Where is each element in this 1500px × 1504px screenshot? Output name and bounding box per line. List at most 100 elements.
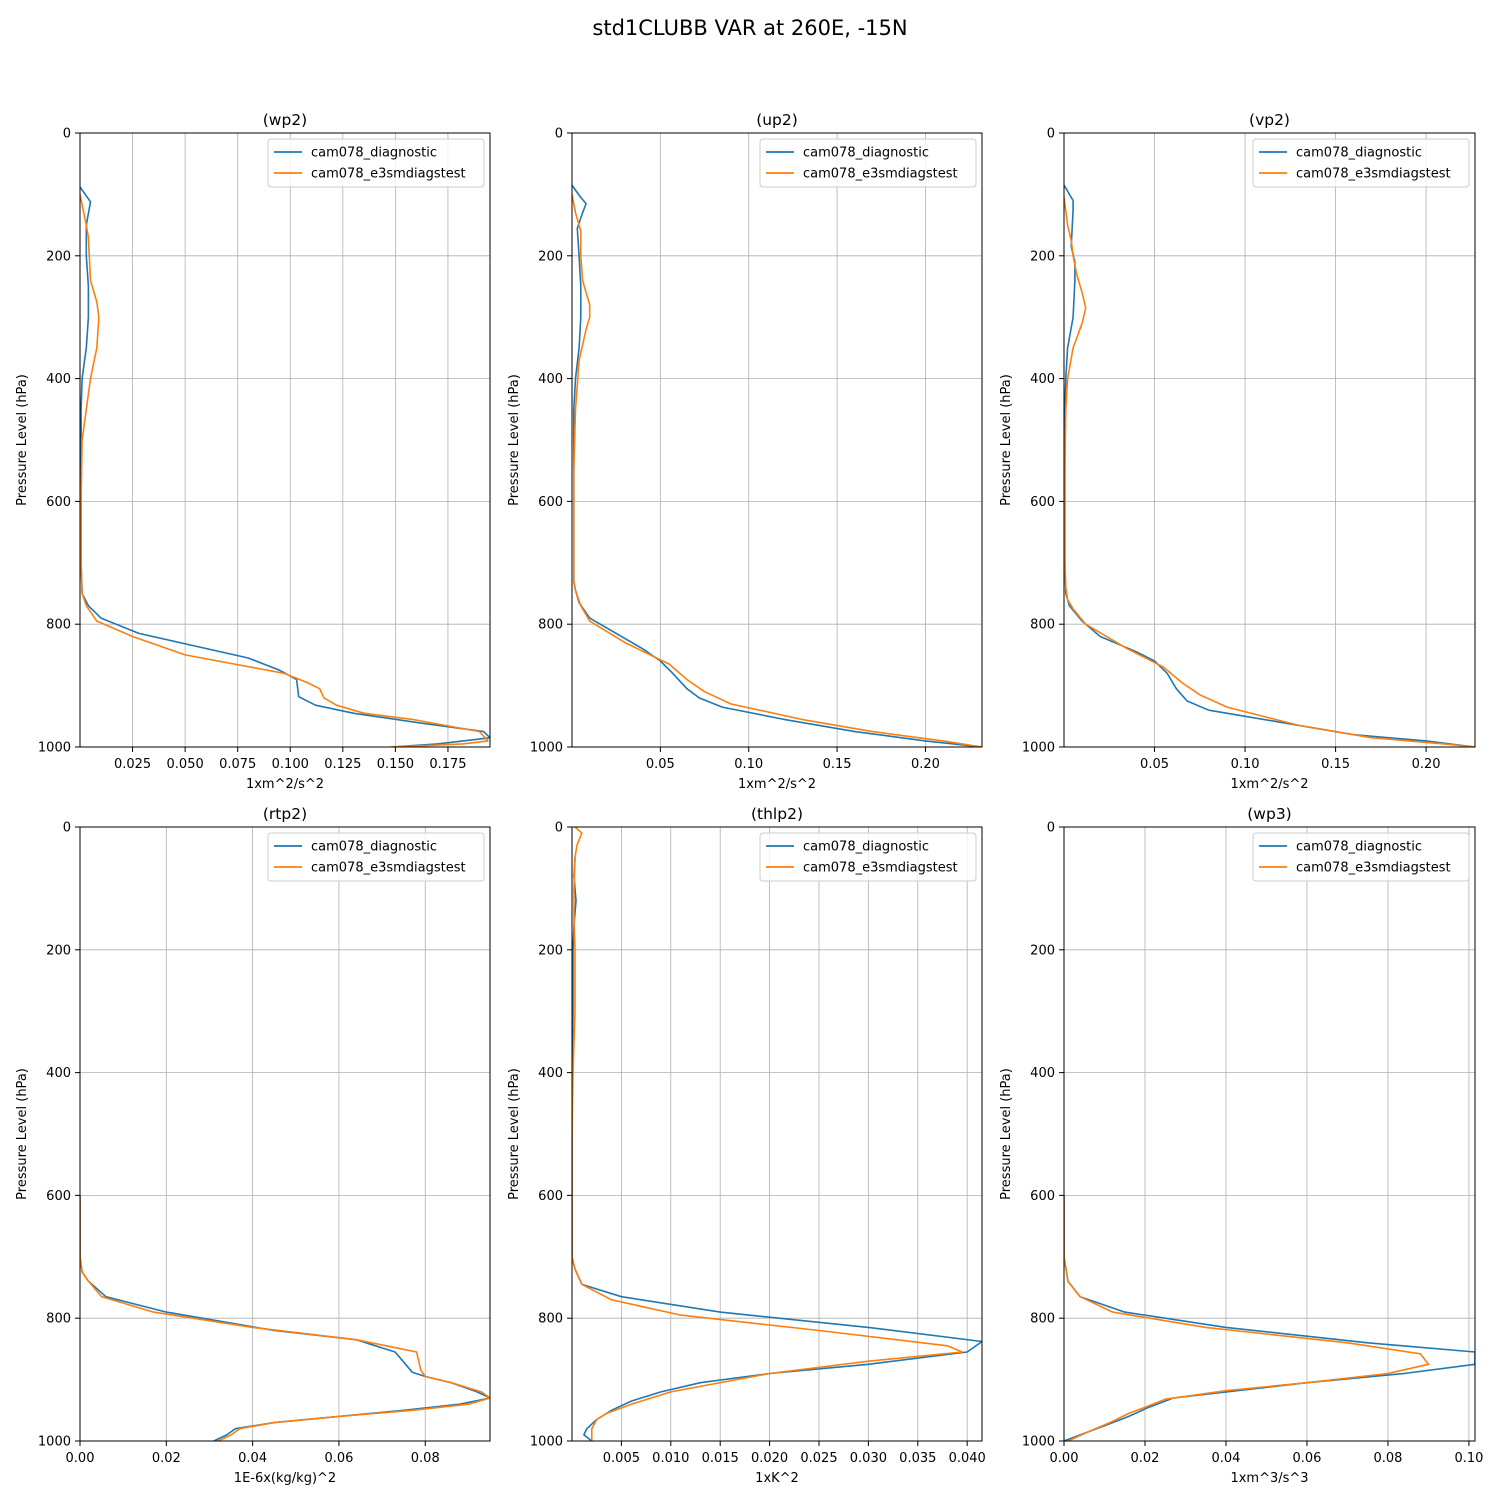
x-tick-label: 0.030 (850, 1451, 887, 1466)
series-line-cam078_e3smdiagstest (572, 827, 964, 1441)
x-tick-label: 0.100 (272, 757, 309, 772)
panel-2: 0.05 0.10 0.15 0.20 0 200 400 600 800 1000 (up2) 1x… (507, 111, 983, 792)
y-tick-label: 200 (46, 249, 71, 264)
y-tick-label: 200 (1030, 249, 1055, 264)
y-tick-label: 400 (1030, 1066, 1055, 1081)
x-tick-label: 0.125 (324, 757, 361, 772)
y-axis-label: Pressure Level (hPa) (15, 374, 30, 506)
panel-title: (thlp2) (751, 805, 803, 823)
x-tick-label: 0.20 (911, 757, 940, 772)
y-axis-label: Pressure Level (hPa) (15, 1068, 30, 1200)
y-tick-label: 1000 (38, 1435, 71, 1450)
legend-label: cam078_diagnostic (311, 840, 437, 855)
x-tick-label: 0.035 (899, 1451, 936, 1466)
series-line-cam078_e3smdiagstest (80, 1195, 490, 1441)
axes-frame (1063, 826, 1476, 1442)
x-tick-label: 0.10 (734, 757, 763, 772)
y-tick-label: 600 (538, 1189, 563, 1204)
x-tick-label: 0.050 (167, 757, 204, 772)
series-line-cam078_diagnostic (1064, 184, 1475, 747)
y-tick-label: 0 (63, 821, 71, 836)
legend: cam078_diagnostic cam078_e3smdiagstest (267, 832, 485, 882)
y-tick-label: 1000 (38, 741, 71, 756)
legend-label: cam078_diagnostic (1296, 146, 1422, 161)
x-axis-label: 1xm^2/s^2 (738, 777, 816, 792)
series-line-cam078_e3smdiagstest (1064, 197, 1475, 747)
y-tick-label: 600 (46, 495, 71, 510)
legend: cam078_diagnostic cam078_e3smdiagstest (267, 138, 485, 188)
axes-frame (79, 132, 491, 748)
x-tick-label: 0.06 (324, 1451, 353, 1466)
x-tick-label: 0.15 (823, 757, 852, 772)
panel-1: 0.025 0.050 0.075 0.100 0.125 0.150 0.175 0 200 4… (15, 111, 491, 792)
y-tick-label: 400 (1030, 372, 1055, 387)
legend-label: cam078_e3smdiagstest (803, 861, 958, 876)
x-axis-label: 1xm^2/s^2 (1230, 777, 1308, 792)
legend-label: cam078_e3smdiagstest (803, 167, 958, 182)
x-axis-label: 1xm^3/s^3 (1230, 1471, 1308, 1486)
y-tick-label: 600 (46, 1189, 71, 1204)
x-tick-label: 0.025 (114, 757, 151, 772)
panel-4: 0.00 0.02 0.04 0.06 0.08 0 200 400 600 800 1000 (rt… (15, 805, 491, 1486)
y-tick-label: 0 (1047, 821, 1055, 836)
y-tick-label: 200 (1030, 943, 1055, 958)
legend-label: cam078_e3smdiagstest (1296, 861, 1451, 876)
axes-frame (571, 132, 983, 748)
x-tick-label: 0.075 (219, 757, 256, 772)
y-tick-label: 200 (46, 943, 71, 958)
legend-label: cam078_e3smdiagstest (311, 861, 466, 876)
legend-label: cam078_diagnostic (1296, 840, 1422, 855)
y-tick-label: 400 (538, 1066, 563, 1081)
figure-title: std1CLUBB VAR at 260E, -15N (592, 16, 908, 40)
x-axis-label: 1xK^2 (755, 1471, 799, 1486)
y-tick-label: 1000 (1022, 741, 1055, 756)
x-tick-label: 0.015 (702, 1451, 739, 1466)
x-tick-label: 0.08 (1373, 1451, 1402, 1466)
y-tick-label: 800 (1030, 1312, 1055, 1327)
legend-label: cam078_diagnostic (803, 146, 929, 161)
legend-label: cam078_e3smdiagstest (1296, 167, 1451, 182)
x-tick-label: 0.00 (1050, 1451, 1079, 1466)
legend-box (267, 138, 485, 188)
legend-box (1252, 138, 1470, 188)
legend: cam078_diagnostic cam078_e3smdiagstest (1252, 832, 1470, 882)
legend: cam078_diagnostic cam078_e3smdiagstest (759, 832, 977, 882)
y-tick-label: 800 (1030, 618, 1055, 633)
y-tick-label: 0 (1047, 127, 1055, 142)
x-tick-label: 0.175 (429, 757, 466, 772)
y-tick-label: 1000 (1022, 1435, 1055, 1450)
x-tick-label: 0.20 (1412, 757, 1441, 772)
legend-box (759, 832, 977, 882)
series-line-cam078_diagnostic (572, 184, 982, 747)
x-tick-label: 0.10 (1231, 757, 1260, 772)
series-line-cam078_e3smdiagstest (572, 194, 982, 747)
x-tick-label: 0.020 (751, 1451, 788, 1466)
series-line-cam078_diagnostic (80, 186, 490, 747)
y-tick-label: 1000 (530, 741, 563, 756)
panel-title: (wp3) (1247, 805, 1291, 823)
x-tick-label: 0.15 (1321, 757, 1350, 772)
panel-6: 0.00 0.02 0.04 0.06 0.08 0.10 0 200 400 600 800 100… (999, 805, 1483, 1486)
x-tick-label: 0.08 (411, 1451, 440, 1466)
x-tick-label: 0.05 (646, 757, 675, 772)
y-tick-label: 600 (1030, 1189, 1055, 1204)
series-line-cam078_diagnostic (572, 857, 982, 1441)
x-tick-label: 0.025 (800, 1451, 837, 1466)
legend: cam078_diagnostic cam078_e3smdiagstest (759, 138, 977, 188)
x-axis-label: 1xm^2/s^2 (246, 777, 324, 792)
y-axis-label: Pressure Level (hPa) (507, 1068, 522, 1200)
panel-title: (vp2) (1249, 111, 1290, 129)
y-tick-label: 0 (555, 127, 563, 142)
panel-title: (rtp2) (263, 805, 307, 823)
axes-frame (1063, 132, 1476, 748)
x-tick-label: 0.150 (377, 757, 414, 772)
y-tick-label: 200 (538, 943, 563, 958)
y-tick-label: 0 (555, 821, 563, 836)
series-line-cam078_e3smdiagstest (80, 194, 489, 747)
legend-label: cam078_diagnostic (311, 146, 437, 161)
legend-box (267, 832, 485, 882)
x-tick-label: 0.04 (1211, 1451, 1240, 1466)
y-tick-label: 800 (46, 618, 71, 633)
